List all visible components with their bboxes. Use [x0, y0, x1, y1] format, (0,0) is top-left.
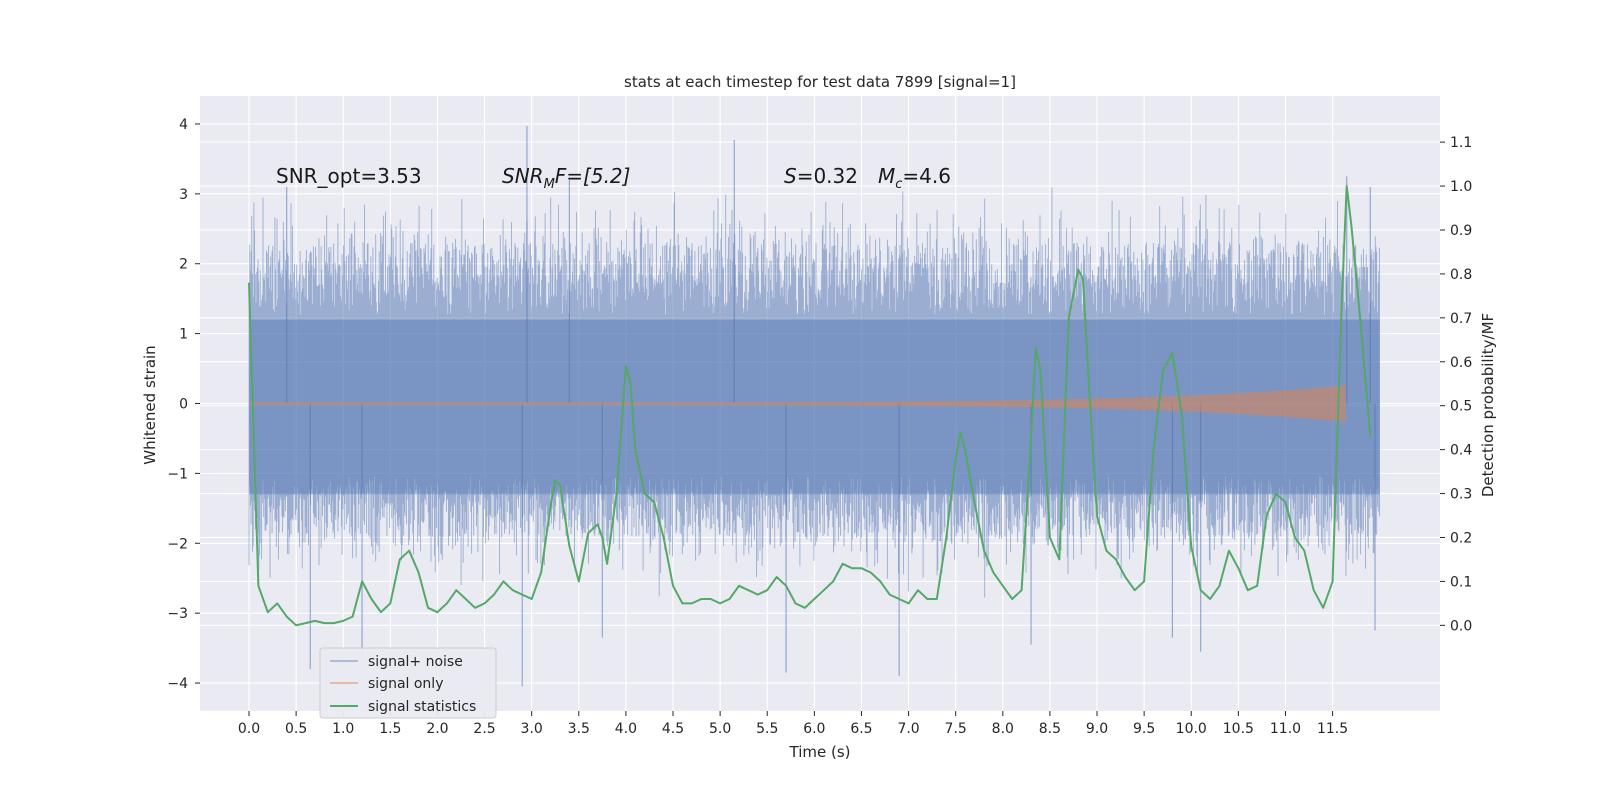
x-tick-label: 3.0 — [521, 721, 543, 737]
annotation-mc-label: M — [878, 164, 895, 188]
legend-label-stats: signal statistics — [368, 699, 476, 715]
annotation-snr-opt: SNR_opt=3.53 — [276, 164, 422, 188]
annotation-mc: Mc=4.6 — [878, 164, 951, 192]
y-left-tick-label: 1 — [179, 327, 188, 343]
y-left-tick-label: −4 — [167, 676, 188, 692]
y-right-tick-label: 1.0 — [1450, 179, 1472, 195]
x-axis: 0.0 0.5 1.0 1.5 2.0 2.5 3.0 3.5 4.0 4.5 5.0 5.5 6.0 6… — [238, 711, 1348, 737]
x-tick-label: 1.5 — [379, 721, 401, 737]
y-right-tick-label: 0.7 — [1450, 311, 1472, 327]
signal-statistics-series — [248, 185, 1372, 627]
y-right-tick-label: 0.6 — [1450, 355, 1472, 371]
y-left-tick-label: −2 — [167, 536, 188, 552]
x-tick-label: 5.0 — [709, 721, 731, 737]
x-tick-label: 10.0 — [1176, 721, 1207, 737]
x-tick-label: 9.5 — [1133, 721, 1155, 737]
x-tick-label: 5.5 — [756, 721, 778, 737]
x-tick-label: 2.5 — [473, 721, 495, 737]
annotation-snr-mf: SNRMF=[5.2] — [502, 164, 630, 192]
y-left-tick-label: −3 — [167, 606, 188, 622]
x-tick-label: 7.5 — [945, 721, 967, 737]
noise-trace — [248, 187, 1380, 598]
x-tick-label: 11.5 — [1317, 721, 1348, 737]
x-tick-label: 0.5 — [285, 721, 307, 737]
annotation-s-value: =0.32 — [797, 164, 858, 188]
signal-chirp-envelope — [249, 385, 1346, 422]
x-tick-label: 3.5 — [568, 721, 590, 737]
x-tick-label: 6.0 — [803, 721, 825, 737]
y-right-tick-label: 0.4 — [1450, 443, 1472, 459]
x-tick-label: 11.0 — [1270, 721, 1301, 737]
y-left-tick-label: 4 — [179, 117, 188, 133]
x-tick-label: 8.5 — [1039, 721, 1061, 737]
annotation-mc-value: =4.6 — [902, 164, 951, 188]
x-tick-label: 4.5 — [662, 721, 684, 737]
y-right-tick-label: 0.5 — [1450, 399, 1472, 415]
legend-label-signal: signal only — [368, 676, 443, 692]
y-left-tick-label: 3 — [179, 187, 188, 203]
x-tick-label: 8.0 — [992, 721, 1014, 737]
y-axis-right: 1.1 1.0 0.9 0.8 0.7 0.6 0.5 0.4 0.3 0.2 0.1 0.0 — [1440, 135, 1472, 634]
legend-label-noise: signal+ noise — [368, 654, 463, 670]
y-axis-left: 4 3 2 1 0 −1 −2 −3 −4 — [167, 117, 200, 692]
legend: signal+ noise signal only signal statist… — [319, 647, 497, 719]
x-tick-label: 4.0 — [615, 721, 637, 737]
x-tick-label: 2.0 — [426, 721, 448, 737]
y-right-tick-label: 0.1 — [1450, 574, 1472, 590]
x-tick-label: 1.0 — [332, 721, 354, 737]
annotation-snr-mf-sub: M — [544, 177, 555, 192]
y-right-tick-label: 0.0 — [1450, 618, 1472, 634]
y-axis-right-label: Detection probability/MF — [1479, 313, 1497, 497]
annotation-snr-mf-rest: F=[5.2] — [555, 164, 631, 188]
x-tick-label: 10.5 — [1223, 721, 1254, 737]
y-right-tick-label: 1.1 — [1450, 135, 1472, 151]
signal-statistics-line — [248, 185, 1372, 627]
annotation-mc-sub: c — [895, 177, 902, 192]
chart-title: stats at each timestep for test data 789… — [624, 73, 1016, 91]
x-tick-label: 7.0 — [897, 721, 919, 737]
signal-only-series — [249, 385, 1346, 422]
y-right-tick-label: 0.8 — [1450, 267, 1472, 283]
y-axis-left-label: Whitened strain — [141, 345, 159, 464]
annotation-s-label: S — [784, 164, 797, 188]
annotation-s: S=0.32 — [784, 164, 858, 188]
y-right-tick-label: 0.9 — [1450, 223, 1472, 239]
x-tick-label: 6.5 — [850, 721, 872, 737]
x-tick-label: 9.0 — [1086, 721, 1108, 737]
x-axis-label: Time (s) — [789, 743, 851, 761]
annotation-snr-mf-main: SNR — [502, 164, 544, 188]
y-left-tick-label: −1 — [167, 466, 188, 482]
y-left-tick-label: 2 — [179, 257, 188, 273]
y-right-tick-label: 0.2 — [1450, 530, 1472, 546]
legend-box — [319, 647, 497, 719]
x-tick-label: 0.0 — [238, 721, 260, 737]
y-right-tick-label: 0.3 — [1450, 487, 1472, 503]
y-left-tick-label: 0 — [179, 397, 188, 413]
